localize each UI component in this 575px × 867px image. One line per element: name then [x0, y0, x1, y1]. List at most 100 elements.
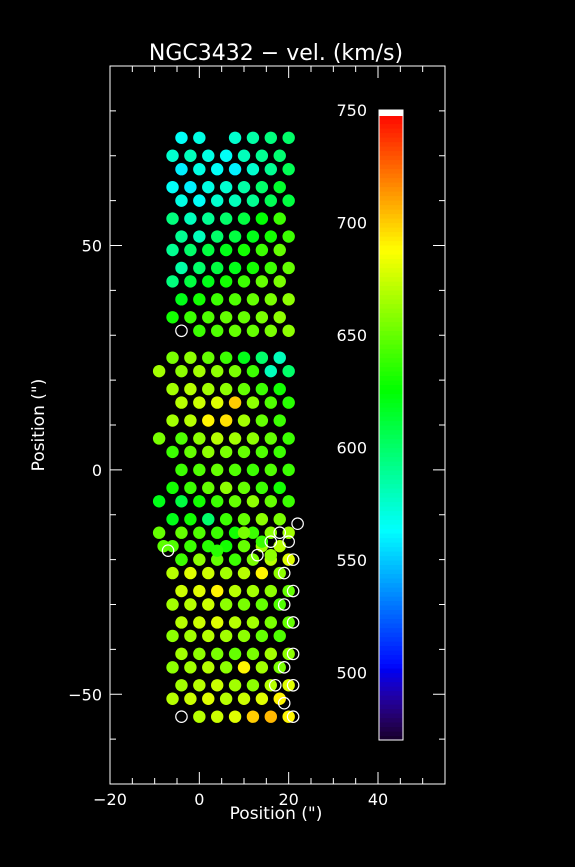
empty-fiber: [286, 710, 300, 723]
axis-tick-labels: −20 0 20 40 −50 0 50: [68, 237, 388, 810]
fiber-point: [166, 243, 179, 257]
colorbar-segment: [379, 128, 403, 134]
colorbar-segment: [379, 272, 403, 278]
colorbar-tick-label: 650: [336, 326, 367, 345]
fiber-point: [219, 629, 233, 643]
fiber-point: [219, 692, 233, 705]
colorbar-segment: [379, 537, 403, 543]
colorbar-segment: [379, 623, 403, 629]
fiber-point: [166, 351, 179, 364]
fiber-point: [211, 230, 224, 243]
fiber-point: [175, 463, 188, 477]
colorbar-segment: [379, 245, 403, 251]
fiber-point: [202, 692, 215, 705]
fiber-point: [246, 710, 260, 723]
y-tick-label: −50: [68, 685, 102, 704]
fiber-point: [255, 149, 269, 162]
x-axis-label: Position ("): [230, 804, 323, 824]
empty-fiber: [251, 548, 264, 562]
colorbar-segment: [379, 290, 403, 296]
fiber-point: [246, 432, 260, 445]
fiber-point: [282, 495, 295, 508]
fiber-point: [184, 445, 197, 459]
empty-fiber: [277, 566, 291, 580]
fiber-point: [282, 131, 295, 144]
fiber-point: [211, 553, 224, 566]
fiber-point: [193, 131, 206, 144]
fiber-point: [228, 432, 242, 445]
fiber-point: [211, 293, 224, 306]
fiber-point: [237, 311, 251, 324]
colorbar-segment: [379, 326, 403, 332]
fiber-point: [175, 616, 188, 629]
fiber-point: [211, 584, 224, 598]
empty-fiber: [286, 553, 300, 566]
fiber-point: [202, 180, 215, 194]
fiber-point: [264, 526, 277, 539]
colorbar-segment: [379, 357, 403, 363]
colorbar-segment: [379, 510, 403, 516]
fiber-point: [282, 584, 295, 598]
colorbar-segment: [379, 398, 403, 404]
fiber-point: [282, 396, 295, 409]
colorbar: 500 550 600 650 700 750: [336, 101, 404, 741]
fiber-point: [193, 679, 206, 692]
colorbar-segment: [379, 668, 403, 674]
fiber-point: [202, 566, 215, 580]
fiber-point: [237, 212, 251, 225]
colorbar-segment: [379, 312, 403, 318]
fiber-point: [246, 526, 260, 539]
fiber-point: [228, 194, 242, 207]
fiber-point: [219, 566, 233, 580]
fiber-point: [255, 243, 269, 257]
fiber-point: [211, 544, 224, 557]
fiber-point: [237, 661, 251, 674]
fiber-point: [166, 445, 179, 459]
colorbar-segment: [379, 488, 403, 494]
colorbar-segment: [379, 708, 403, 714]
fiber-point: [282, 679, 295, 692]
fiber-point: [264, 495, 277, 508]
fiber-point: [273, 629, 286, 643]
fiber-point: [282, 553, 295, 566]
fiber-point: [184, 311, 197, 324]
fiber-point: [211, 495, 224, 508]
colorbar-segment: [379, 672, 403, 678]
colorbar-segment: [379, 564, 403, 570]
colorbar-segment: [379, 717, 403, 723]
colorbar-tick-label: 500: [336, 664, 367, 683]
colorbar-segment: [379, 438, 403, 444]
fiber-point: [202, 351, 215, 364]
colorbar-segment: [379, 155, 403, 161]
fiber-point: [264, 230, 277, 243]
fiber-point: [237, 275, 251, 288]
fiber-point: [175, 526, 188, 539]
fiber-point: [193, 553, 206, 566]
fiber-point: [166, 539, 179, 553]
fiber-point: [237, 629, 251, 643]
fiber-point: [175, 230, 188, 243]
fiber-point: [282, 710, 295, 723]
colorbar-segment: [379, 303, 403, 309]
fiber-point: [157, 539, 170, 553]
fiber-point: [228, 647, 242, 661]
colorbar-segment: [379, 704, 403, 710]
colorbar-segment: [379, 501, 403, 507]
colorbar-segment: [379, 479, 403, 485]
fiber-point: [166, 180, 179, 194]
colorbar-segment: [379, 519, 403, 525]
colorbar-cap: [379, 110, 403, 116]
colorbar-segment: [379, 443, 403, 449]
colorbar-segment: [379, 434, 403, 440]
fiber-point: [219, 243, 233, 257]
colorbar-frame: [378, 109, 404, 741]
fiber-point: [211, 616, 224, 629]
fiber-point: [246, 553, 260, 566]
fiber-point: [273, 513, 286, 526]
colorbar-segment: [379, 461, 403, 467]
empty-fiber: [286, 616, 300, 629]
colorbar-segment: [379, 267, 403, 273]
fiber-point: [228, 526, 242, 539]
colorbar-segment: [379, 218, 403, 224]
colorbar-segment: [379, 465, 403, 471]
